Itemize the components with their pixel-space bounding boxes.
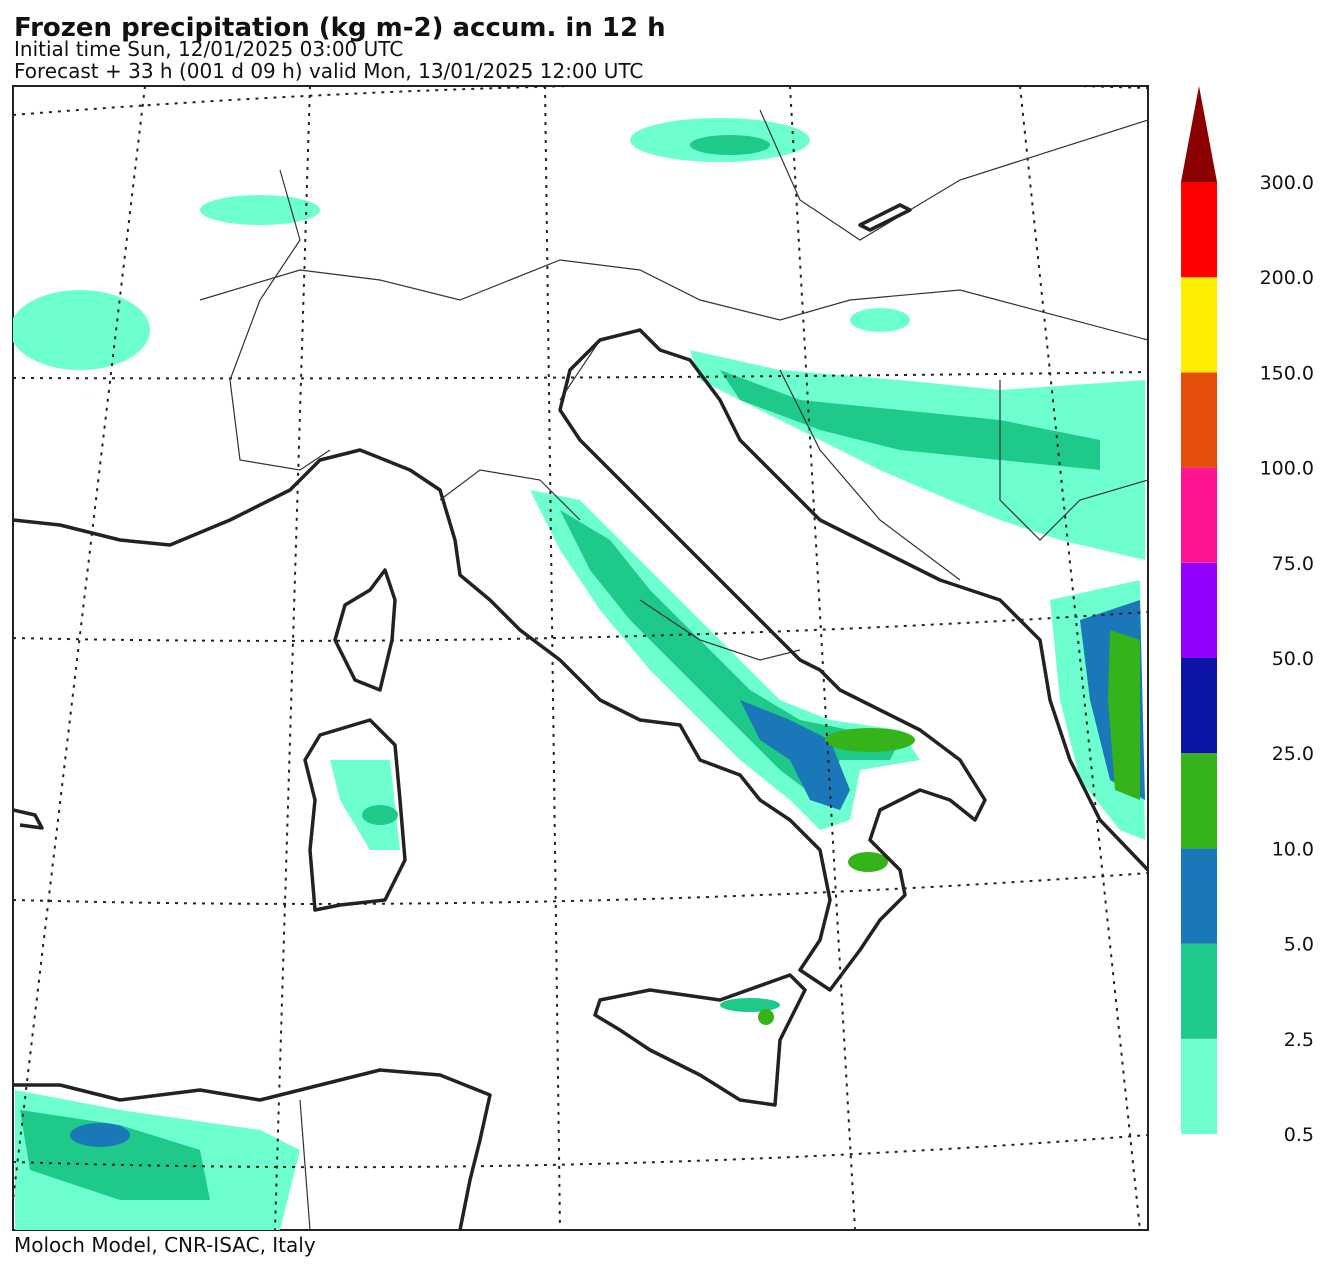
map-frame bbox=[12, 85, 1149, 1231]
colorbar-label: 200.0 bbox=[1260, 267, 1314, 289]
borders bbox=[199, 109, 1148, 1230]
coastlines bbox=[13, 203, 1148, 1230]
colorbar-label: 50.0 bbox=[1272, 648, 1314, 670]
initial-time: Initial time Sun, 12/01/2025 03:00 UTC bbox=[14, 37, 403, 61]
colorbar-segment bbox=[1181, 1038, 1217, 1134]
precipitation bbox=[13, 118, 1145, 1230]
colorbar-label: 0.5 bbox=[1284, 1124, 1314, 1146]
graticule bbox=[13, 86, 1148, 1230]
colorbar-segment bbox=[1181, 658, 1217, 754]
colorbar-label: 75.0 bbox=[1272, 553, 1314, 575]
colorbar-segment bbox=[1181, 943, 1217, 1039]
colorbar-segment bbox=[1181, 182, 1217, 278]
colorbar-label: 5.0 bbox=[1284, 934, 1314, 956]
colorbar: 0.5 2.5 5.0 10.0 25.0 50.0 75.0 100.0 150.0 200.0… bbox=[1181, 86, 1314, 1146]
colorbar-segment bbox=[1181, 848, 1217, 944]
colorbar-label: 25.0 bbox=[1272, 743, 1314, 765]
colorbar-segment bbox=[1181, 277, 1217, 373]
colorbar-extend bbox=[1181, 86, 1217, 182]
colorbar-segment bbox=[1181, 753, 1217, 849]
footer: Moloch Model, CNR-ISAC, Italy bbox=[14, 1233, 316, 1257]
colorbar-label: 2.5 bbox=[1284, 1029, 1314, 1051]
colorbar-segment bbox=[1181, 562, 1217, 658]
colorbar-segment bbox=[1181, 467, 1217, 563]
colorbar-label: 100.0 bbox=[1260, 458, 1314, 480]
colorbar-label: 150.0 bbox=[1260, 362, 1314, 384]
title: Frozen precipitation (kg m-2) accum. in … bbox=[14, 13, 666, 43]
colorbar-label: 10.0 bbox=[1272, 838, 1314, 860]
map bbox=[12, 85, 1149, 1231]
forecast-time: Forecast + 33 h (001 d 09 h) valid Mon, … bbox=[14, 59, 643, 83]
colorbar-label: 300.0 bbox=[1260, 172, 1314, 194]
colorbar-segment bbox=[1181, 372, 1217, 468]
